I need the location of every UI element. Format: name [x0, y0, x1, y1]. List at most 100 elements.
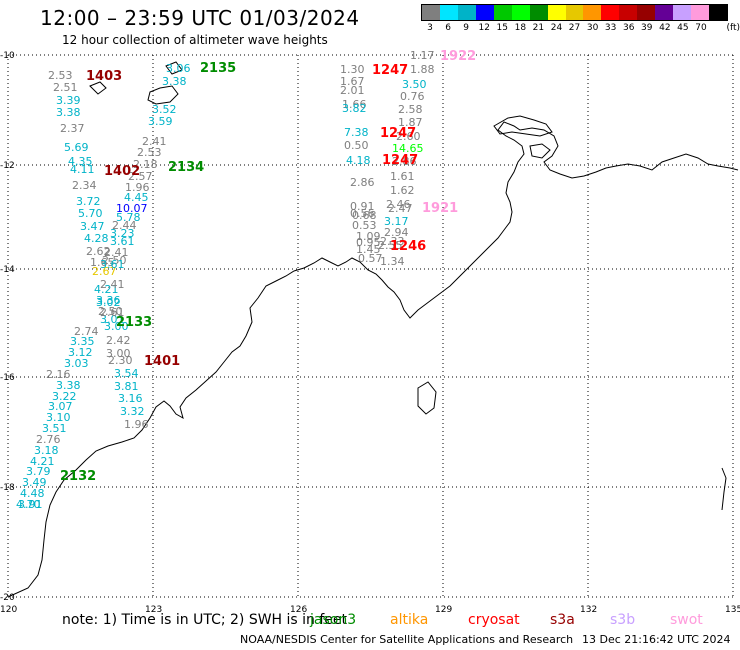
wave-height-value: 1.61 [390, 170, 415, 183]
wave-height-value: 4.48 [20, 487, 45, 500]
wave-height-value: 4.11 [70, 163, 95, 176]
colorbar-swatch [709, 5, 727, 20]
wave-height-value: 2.37 [60, 122, 85, 135]
wave-height-value: 1.96 [125, 181, 150, 194]
wave-height-value: 0.95 [356, 236, 381, 249]
wave-height-value: 3.81 [114, 380, 139, 393]
wave-height-value: 3.50 [402, 78, 427, 91]
pass-id-label: 1246 [390, 239, 426, 254]
pass-id-label: 2133 [116, 315, 152, 330]
wave-height-value: 2.30 [108, 354, 133, 367]
lon-tick-label: 123 [145, 605, 162, 615]
wave-height-value: 1.34 [380, 255, 405, 268]
wave-height-value: 3.49 [22, 476, 47, 489]
wave-height-value: 1.62 [390, 184, 415, 197]
wave-height-value: 2.41 [100, 278, 125, 291]
footer-timestamp: 13 Dec 21:16:42 UTC 2024 [582, 633, 731, 646]
wave-height-value: 3.47 [80, 220, 105, 233]
colorbar-unit: (ft) [726, 23, 740, 33]
wave-height-value: 2.58 [398, 103, 423, 116]
wave-height-value: 2.67 [92, 265, 117, 278]
wave-height-value: 3.38 [56, 106, 81, 119]
graticule [7, 54, 734, 598]
pass-id-label: 2134 [168, 160, 204, 175]
colorbar-labels: 3 6 9 12 15 18 21 24 27 30 33 36 39 42 45 70 [421, 23, 728, 33]
wave-height-value: 4.28 [84, 232, 109, 245]
wave-height-value: 3.38 [162, 75, 187, 88]
wave-height-value: 1.65 [90, 256, 115, 269]
footer-credit: NOAA/NESDIS Center for Satellite Applica… [240, 633, 574, 646]
wave-height-value: 2.57 [128, 170, 153, 183]
wave-height-value: 3.51 [42, 422, 67, 435]
lat-tick-label: -12 [0, 161, 15, 171]
wave-height-value: 2.74 [74, 325, 99, 338]
colorbar-label: 70 [695, 23, 707, 33]
wave-height-value: 3.32 [120, 405, 145, 418]
colorbar-swatch [691, 5, 709, 20]
wave-height-value: 1.45 [356, 243, 381, 256]
wave-height-value: 3.38 [56, 379, 81, 392]
coastline-island-northwest [89, 81, 107, 95]
wave-height-value: 3.03 [64, 357, 89, 370]
wave-height-value: 2.44 [112, 219, 137, 232]
wave-height-value: 3.82 [342, 102, 367, 115]
wave-height-value: 2.53 [137, 146, 162, 159]
wave-height-value: 2.55 [378, 239, 403, 252]
wave-height-value: 3.12 [68, 346, 93, 359]
wave-height-value: 3.72 [76, 195, 101, 208]
colorbar-swatch [422, 5, 440, 20]
wave-height-value: 3.17 [384, 215, 409, 228]
coastline-kimberley [7, 121, 739, 598]
colorbar-swatch [673, 5, 692, 20]
wave-height-value: 1.09 [356, 230, 381, 243]
colorbar-label: 24 [550, 23, 563, 33]
pass-id-label: 1247 [382, 153, 418, 168]
coastline-island-west [147, 85, 179, 105]
satellite-legend-item: swot [670, 612, 703, 628]
wave-height-value: 3.59 [148, 115, 173, 128]
colorbar-swatch [439, 5, 458, 20]
colorbar-swatch [619, 5, 638, 20]
wave-height-value: 2.51 [53, 81, 78, 94]
colorbar-legend: 3 6 9 12 15 18 21 24 27 30 33 36 39 42 45 70 (ft) [421, 4, 740, 33]
pass-id-label: 1403 [86, 69, 122, 84]
wave-height-value: 2.94 [384, 226, 409, 239]
lat-tick-label: -16 [0, 373, 15, 383]
wave-height-value: 2.53 [48, 69, 73, 82]
lon-tick-label: 126 [290, 605, 307, 615]
wave-height-value: 3.39 [56, 94, 81, 107]
wave-height-value: 2.47 [388, 202, 413, 215]
colorbar-swatch [601, 5, 620, 20]
wave-height-value: 3.22 [52, 390, 77, 403]
colorbar-label: 36 [622, 23, 635, 33]
pass-id-label: 2132 [60, 469, 96, 484]
wave-height-value: 3.61 [100, 258, 125, 271]
map-title: 12:00 – 23:59 UTC 01/03/2024 [40, 6, 360, 30]
wave-height-value: 1.30 [340, 63, 365, 76]
wave-height-value: 2.01 [340, 84, 365, 97]
coastline-bathurst-island [529, 143, 551, 159]
wave-height-value: 0.68 [352, 209, 377, 222]
colorbar-swatch [583, 5, 602, 20]
wave-height-value: 0.50 [344, 139, 369, 152]
wave-height-value: 2.76 [36, 433, 61, 446]
colorbar-swatch [655, 5, 674, 20]
wave-height-value: 4.35 [68, 155, 93, 168]
wave-height-value: 2.42 [106, 334, 131, 347]
wave-height-value: 1.66 [342, 98, 367, 111]
map-subtitle: 12 hour collection of altimeter wave hei… [62, 33, 328, 47]
coastline [7, 61, 739, 598]
wave-height-value: 3.02 [96, 296, 121, 309]
wave-height-value: 2.41 [104, 246, 129, 259]
axis-tick-labels: 120 123 126 129 132 135 -10 -12 -14 -16 -18 -20 [0, 51, 740, 615]
lat-tick-label: -20 [0, 593, 15, 603]
wave-height-value: 1.87 [398, 116, 423, 129]
wave-height-value: 2.60 [396, 130, 421, 143]
colorbar-label: 42 [659, 23, 671, 33]
wave-height-value: 2.46 [386, 198, 411, 211]
coastline-edge-east [721, 467, 727, 511]
wave-height-value: 1.96 [124, 418, 149, 431]
wave-height-value: 3.91 [18, 498, 43, 511]
wave-height-value: 2.34 [72, 179, 97, 192]
wave-height-value: 4.21 [94, 283, 119, 296]
